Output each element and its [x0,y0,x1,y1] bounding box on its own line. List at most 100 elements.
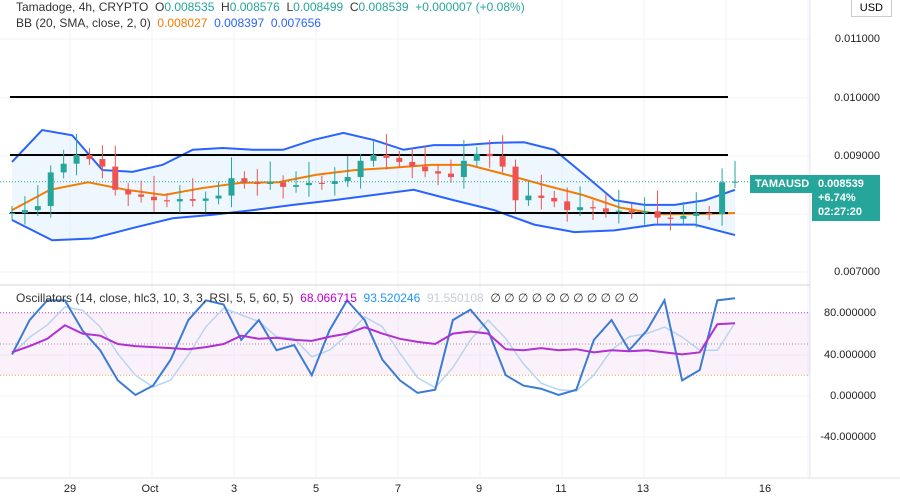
candle-body [370,155,377,161]
close-value: 0.008539 [358,0,409,14]
candle-body [615,210,622,212]
bar-countdown: 02:27:20 [818,206,863,218]
bb-lower-line [11,188,736,242]
candle-body [422,166,429,172]
low-value: 0.008499 [293,0,344,14]
bb-legend[interactable]: BB (20, SMA, close, 2, 0) 0.008027 0.008… [16,16,321,30]
time-tick: 16 [758,483,772,495]
time-tick: 5 [312,483,320,495]
last-price: 0.008539 [818,178,864,190]
rsi-value: 68.066715 [300,291,357,305]
candle-body [383,155,390,158]
price-tick: 0.009000 [834,150,880,162]
candle-body [602,208,609,212]
candle-body [189,199,196,201]
stoch-d-value: 91.550108 [426,291,484,305]
candle-body [344,177,351,182]
oscillator-legend[interactable]: Oscillators (14, close, hlc3, 10, 3, 3, … [16,291,639,305]
candle-body [538,195,545,198]
rsi-line [11,322,736,356]
candle-body [163,200,170,202]
stoch-d-line [11,306,736,392]
candle-body [112,166,119,190]
empty-values: ∅ ∅ ∅ ∅ ∅ ∅ ∅ ∅ ∅ ∅ ∅ [490,291,639,305]
bb-lower-value: 0.007656 [270,16,321,30]
candle-body [202,198,209,201]
candle-body [654,211,661,218]
stoch-k-value: 93.520246 [363,291,421,305]
candle-body [396,157,403,162]
candle-body [525,195,532,201]
candle-body [318,182,325,184]
bb-upper-line [11,128,736,206]
symbol-info: Tamadoge, 4h, CRYPTO [16,0,149,14]
candle-body [176,199,183,202]
candle-body [693,213,700,216]
last-change: +6.74% [818,192,856,204]
candle-body [719,182,726,215]
currency-button[interactable]: USD [850,0,892,17]
candle-body [151,196,158,201]
time-tick: 11 [555,483,567,495]
time-tick: 13 [636,483,650,495]
candle-body [512,166,519,201]
osc-tick: 0.000000 [830,390,876,402]
price-tick: 0.011000 [834,33,880,45]
candle-body [21,210,28,213]
stoch-k-line [11,297,736,397]
candle-body [628,210,635,213]
time-tick: 7 [394,483,402,495]
candle-body [60,163,67,173]
candle-body [228,178,235,196]
time-tick: 29 [63,483,77,495]
candle-body [435,171,442,174]
candle-body [125,189,132,195]
candle-body [460,160,467,178]
candle-body [241,178,248,183]
candle-body [667,217,674,219]
candle-body [357,160,364,178]
time-tick: 3 [230,483,238,495]
symbol-legend: Tamadoge, 4h, CRYPTO O0.008535 H0.008576… [16,0,525,14]
symbol-tag: TAMAUSD [750,175,815,193]
candle-body [305,182,312,186]
candle-body [9,213,15,214]
candle-body [564,201,571,211]
bb-upper-value: 0.008397 [214,16,265,30]
candle-body [215,195,222,199]
candle-body [138,194,145,197]
candle-body [47,172,54,207]
time-tick: Oct [141,483,159,495]
candle-body [641,211,648,213]
osc-tick: 40.000000 [824,349,876,361]
candle-body [499,156,506,167]
high-value: 0.008576 [229,0,280,14]
time-tick: 9 [475,483,483,495]
candle-body [73,155,80,164]
candle-body [99,159,106,167]
candle-body [447,173,454,178]
candle-body [86,155,93,160]
candle-body [486,153,493,157]
candle-body [473,153,480,161]
price-tick: 0.010000 [834,92,880,104]
candle-body [293,185,300,187]
candle-body [280,182,287,187]
osc-tick: -40.000000 [820,431,876,443]
candle-body [706,213,713,215]
open-value: 0.008535 [164,0,215,14]
change-value: +0.000007 (+0.08%) [415,0,525,14]
candle-body [577,207,584,211]
candle-body [589,207,596,209]
candle-body [331,181,338,184]
last-price-tag: 0.008539 +6.74% 02:27:20 [812,175,880,221]
candle-body [34,206,41,211]
bb-basis-line [11,163,736,216]
candle-body [409,161,416,167]
candle-body [254,182,261,184]
candle-body [551,197,558,202]
candle-body [680,215,687,219]
price-tick: 0.007000 [834,266,880,278]
bb-basis-value: 0.008027 [157,16,208,30]
